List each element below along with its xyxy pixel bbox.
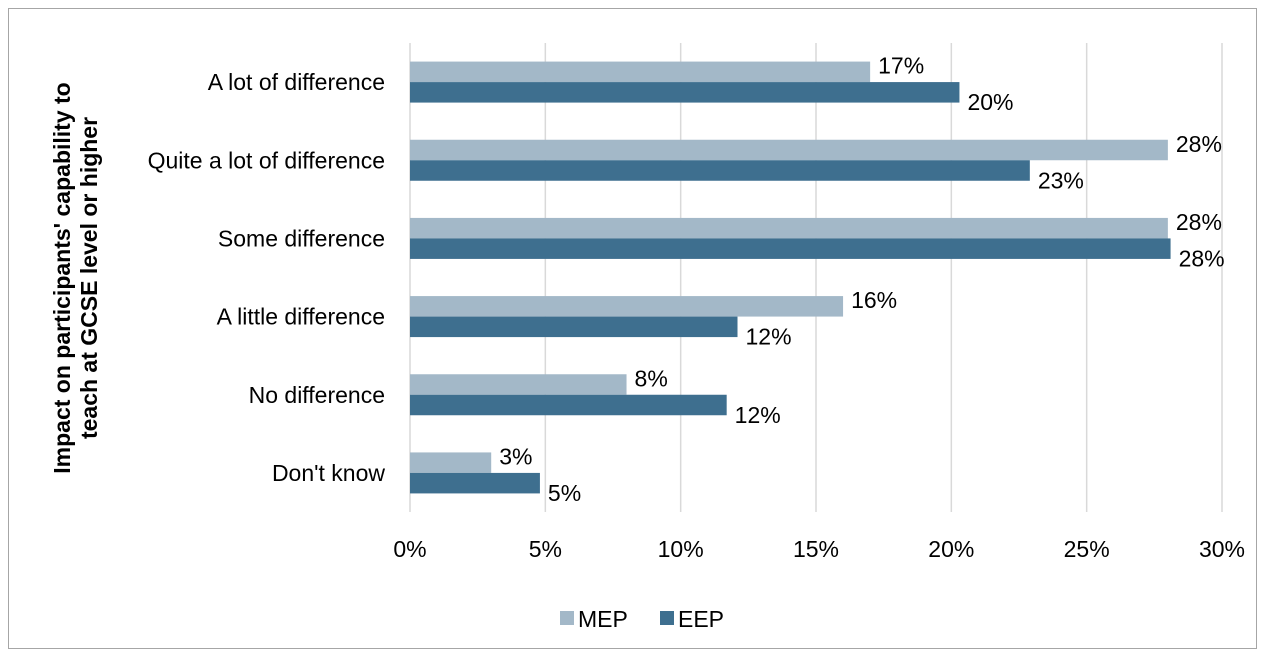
legend-swatch-eep [660, 611, 674, 625]
bar-eep [410, 316, 738, 338]
data-label-mep: 28% [1176, 209, 1222, 235]
bar-mep [410, 374, 627, 395]
bar-mep [410, 217, 1168, 239]
data-label-eep: 5% [548, 480, 581, 506]
data-label-eep: 12% [746, 324, 792, 350]
x-tick-label: 25% [1064, 536, 1110, 562]
bar-mep [410, 139, 1168, 161]
x-tick-label: 20% [928, 536, 974, 562]
x-tick-label: 5% [529, 536, 562, 562]
y-axis-title-line: teach at GCSE level or higher [76, 117, 102, 439]
data-label-mep: 3% [499, 443, 532, 469]
data-label-mep: 8% [635, 365, 668, 391]
bar-eep [410, 394, 727, 416]
y-axis-title: Impact on participants' capability to tea… [49, 82, 102, 473]
data-label-mep: 28% [1176, 131, 1222, 157]
bar-eep [410, 238, 1171, 259]
x-tick-label: 0% [393, 536, 426, 562]
data-label-mep: 16% [851, 287, 897, 313]
category-label: A little difference [217, 304, 385, 330]
category-label: Don't know [272, 460, 385, 486]
x-tick-labels: 0% 5% 10% 15% 20% 25% 30% [393, 536, 1245, 562]
gridlines [409, 43, 1223, 512]
data-labels: 17% 20% 28% 23% 28% 28% 16% 12% 8% 12% 3% 5% [499, 53, 1224, 506]
bars [410, 61, 1171, 494]
bar-mep [410, 296, 844, 317]
data-label-mep: 17% [878, 53, 924, 79]
category-label: Some difference [218, 225, 385, 251]
bar-mep [410, 452, 492, 473]
bar-eep [410, 160, 1030, 181]
bar-mep [410, 61, 871, 83]
bar-eep [410, 82, 960, 103]
category-label: A lot of difference [208, 69, 385, 95]
data-label-eep: 23% [1038, 167, 1084, 193]
legend-label-mep: MEP [578, 606, 628, 632]
y-axis-title-line: Impact on participants' capability to [49, 82, 75, 473]
legend-label-eep: EEP [678, 606, 724, 632]
category-labels: A lot of difference Quite a lot of differ… [148, 69, 386, 486]
bar-eep [410, 472, 540, 494]
data-label-eep: 12% [735, 402, 781, 428]
category-label: Quite a lot of difference [148, 147, 385, 173]
x-tick-label: 10% [658, 536, 704, 562]
data-label-eep: 20% [967, 89, 1013, 115]
legend: MEP EEP [560, 606, 724, 632]
legend-swatch-mep [560, 611, 574, 625]
x-tick-label: 30% [1199, 536, 1245, 562]
data-label-eep: 28% [1179, 245, 1225, 271]
x-tick-label: 15% [793, 536, 839, 562]
category-label: No difference [249, 382, 385, 408]
